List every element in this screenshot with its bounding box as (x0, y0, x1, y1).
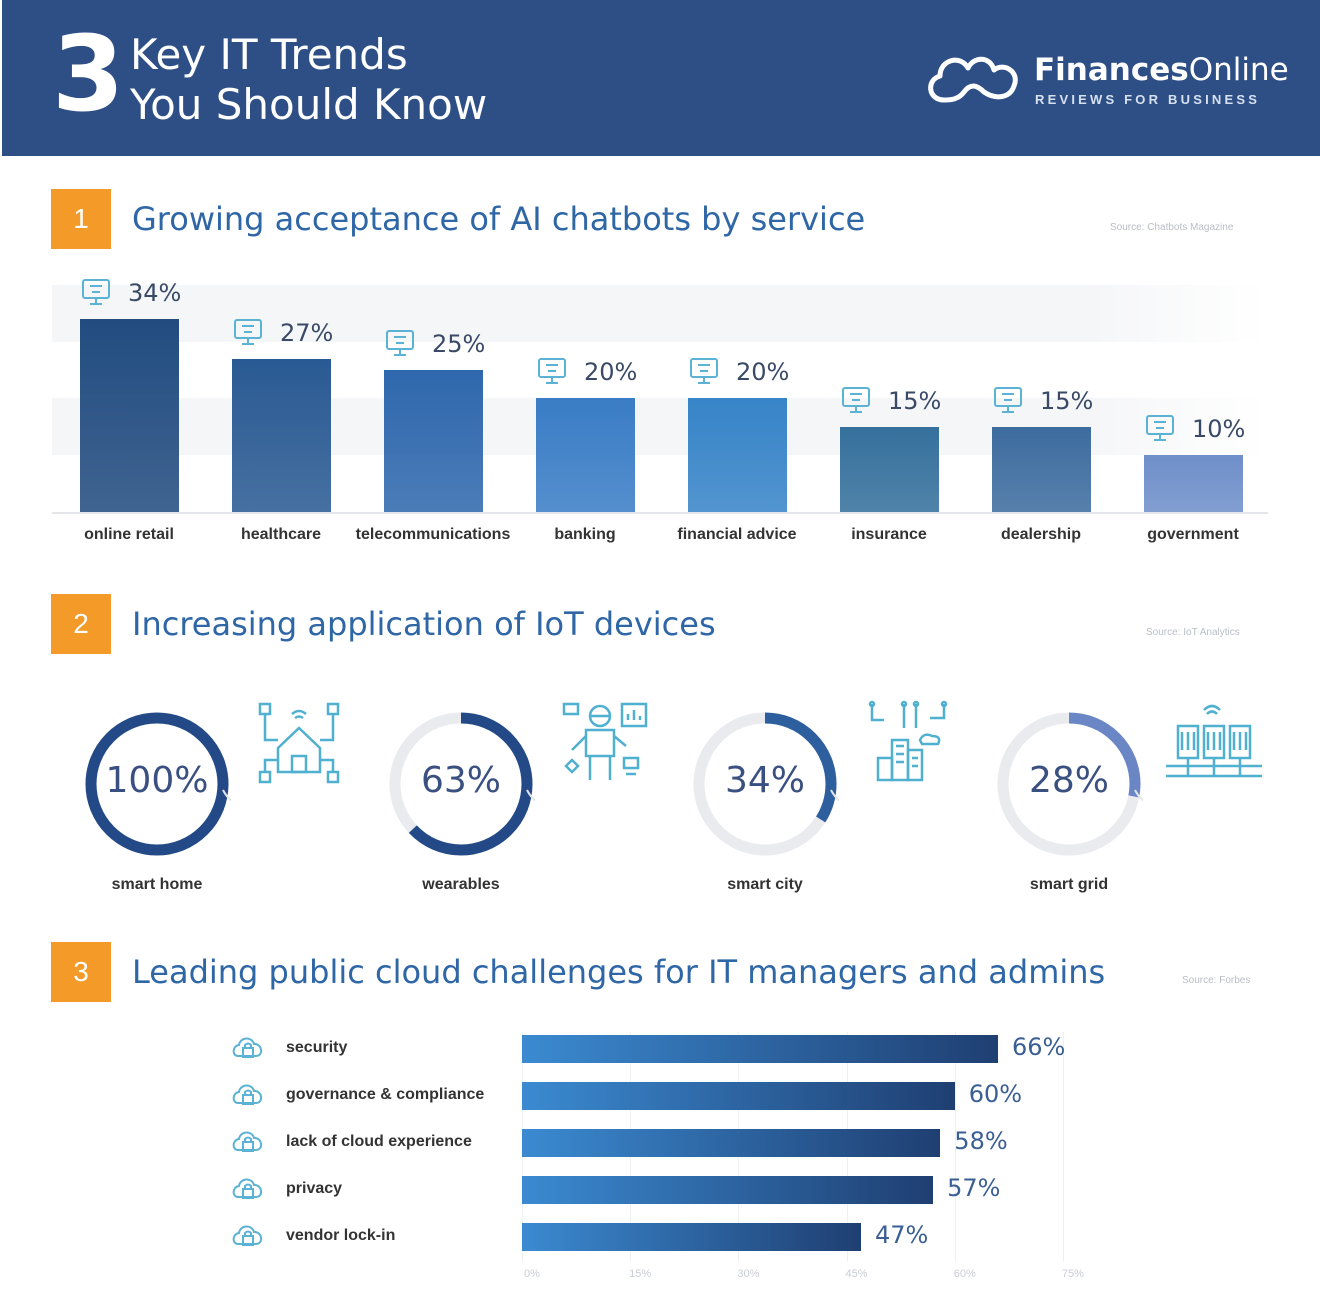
privacy-eye-icon (232, 1178, 262, 1199)
bar-insurance (840, 426, 939, 512)
ring-smart-city (693, 712, 839, 856)
ring-smart-grid (997, 712, 1143, 856)
ring-wearables (389, 712, 535, 856)
ring-value-label: 63% (420, 760, 501, 801)
section-2-title: Increasing application of IoT devices (132, 605, 716, 643)
chat-medical-icon (234, 318, 262, 345)
section-1-title: Growing acceptance of AI chatbots by ser… (132, 200, 866, 238)
bar-online-retail (80, 319, 179, 512)
wearables-icon (562, 702, 648, 780)
hbar-category-label: security (286, 1039, 348, 1056)
x-tick-label: 45% (845, 1268, 868, 1280)
category-label: insurance (851, 526, 927, 543)
bar-banking (536, 398, 635, 512)
hbar-governance-compliance (522, 1082, 955, 1110)
ring-value-label: 34% (724, 760, 805, 801)
ring-category-label: smart grid (1029, 876, 1109, 893)
smart-home-icon (258, 702, 340, 784)
bar-government (1144, 455, 1243, 512)
hbar-value-label: 66% (1012, 1033, 1066, 1061)
x-tick-label: 15% (629, 1268, 652, 1280)
ring-category-label: smart home (111, 876, 203, 893)
ring-progress-arc (389, 712, 533, 856)
chart-baseline (52, 512, 1268, 514)
bar-value-label: 20% (736, 358, 790, 387)
grid-line (954, 1032, 956, 1262)
category-label: telecommunications (355, 526, 511, 543)
bank-icon (538, 358, 566, 385)
report-icon (690, 358, 718, 385)
hbar-value-label: 60% (968, 1080, 1023, 1108)
section-1-number: 1 (51, 189, 111, 249)
bar-financial-advice (688, 398, 787, 512)
hbar-security (522, 1035, 998, 1063)
smart-city-icon (868, 700, 948, 782)
bar-value-label: 20% (584, 358, 638, 387)
cloud-lock-icon (232, 1037, 262, 1058)
header-number: 3 (52, 13, 125, 135)
bar-healthcare (232, 358, 331, 512)
title-line-1: Key IT Trends (130, 30, 408, 79)
bar-dealership (992, 426, 1091, 512)
hbar-category-label: governance & compliance (286, 1086, 485, 1103)
monitor-cart-icon (82, 279, 110, 305)
bar-value-label: 34% (128, 279, 182, 307)
ring-value-label: 100% (105, 760, 209, 801)
category-label: financial advice (677, 526, 797, 543)
cloud-logo-icon (928, 56, 1018, 103)
section-3-title: Leading public cloud challenges for IT m… (132, 953, 1106, 991)
title-line-2: You Should Know (130, 80, 488, 129)
ring-category-label: wearables (422, 876, 500, 893)
category-label: banking (554, 526, 616, 543)
bar-telecommunications (384, 370, 483, 512)
page-title: Key IT Trends You Should Know (130, 30, 487, 130)
smart-grid-icon (1166, 704, 1262, 778)
grid-line (1062, 1032, 1064, 1262)
phone-icon (386, 330, 414, 357)
government-building-icon (1146, 415, 1174, 442)
hbar-value-label: 47% (874, 1221, 929, 1249)
ring-category-label: smart city (727, 876, 803, 893)
section-3-number: 3 (51, 942, 111, 1002)
hbar-vendor-lock-in (522, 1223, 861, 1251)
category-label: healthcare (240, 526, 322, 543)
x-tick-label: 30% (737, 1268, 760, 1280)
bar-value-label: 15% (1040, 386, 1094, 415)
section-3-source: Source: Forbes (1182, 975, 1251, 986)
car-icon (994, 386, 1022, 413)
hbar-value-label: 57% (947, 1174, 1001, 1202)
cloud-gear-icon (232, 1131, 262, 1152)
header-banner: 3 Key IT Trends You Should Know Finances… (2, 0, 1320, 156)
section-1-source: Source: Chatbots Magazine (1110, 222, 1234, 233)
x-tick-label: 0% (524, 1268, 540, 1280)
hbar-lack-of-cloud-experience (522, 1129, 941, 1157)
hbar-category-label: vendor lock-in (286, 1227, 396, 1244)
ring-value-label: 28% (1028, 760, 1109, 801)
brand-name: FinancesOnline (1034, 52, 1289, 88)
bar-value-label: 15% (888, 386, 942, 415)
hbar-value-label: 58% (954, 1127, 1008, 1155)
bar-value-label: 27% (280, 318, 334, 347)
ring-progress-arc (997, 712, 1141, 856)
ring-smart-home (85, 712, 231, 856)
hbar-category-label: lack of cloud experience (286, 1133, 472, 1150)
x-tick-label: 60% (953, 1268, 976, 1280)
hbar-privacy (522, 1176, 934, 1204)
ring-progress-arc (693, 712, 837, 856)
bar-value-label: 25% (432, 330, 486, 359)
category-label: online retail (84, 526, 174, 543)
vendor-lock-icon (232, 1225, 262, 1246)
governance-icon (232, 1084, 262, 1105)
umbrella-icon (842, 386, 870, 413)
ring-progress-arc (85, 712, 229, 856)
category-label: government (1147, 526, 1239, 543)
section-2-number: 2 (51, 594, 111, 654)
hbar-category-label: privacy (286, 1180, 343, 1197)
chart-band (52, 285, 1268, 342)
category-label: dealership (1000, 526, 1082, 543)
x-tick-label: 75% (1061, 1268, 1084, 1280)
bar-value-label: 10% (1192, 415, 1246, 444)
section-2-source: Source: IoT Analytics (1146, 627, 1240, 638)
brand-tagline: REVIEWS FOR BUSINESS (1035, 92, 1261, 107)
